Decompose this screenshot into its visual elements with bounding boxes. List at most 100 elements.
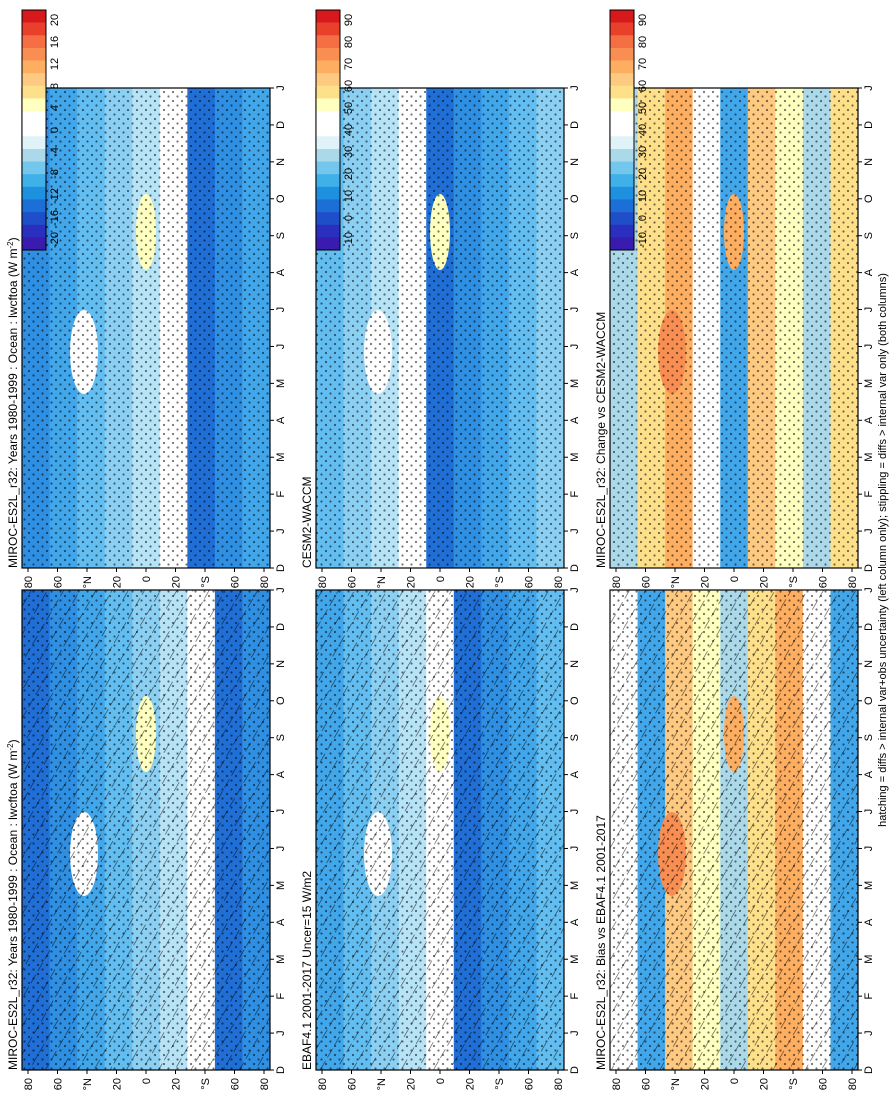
colorbar-swatch [22, 212, 46, 226]
colorbar-label: 80 [637, 36, 649, 48]
stippling [610, 88, 858, 568]
month-tick-label: S [569, 734, 581, 741]
colorbar-swatch [316, 85, 340, 99]
colorbar-swatch [22, 73, 46, 87]
month-tick-label: S [275, 232, 287, 239]
colorbar-label: 90 [343, 14, 355, 26]
colorbar-label: -4 [49, 147, 61, 157]
colorbar-diff-top: 20 16 12 8 4 0 -4 -8 -12 -16 -20 [21, 9, 61, 251]
month-tick-label: D [569, 121, 581, 129]
month-tick-label: M [275, 379, 287, 388]
colorbar-value-bottom: 90 80 70 60 50 40 30 20 10 0 -10 [609, 9, 649, 251]
month-tick-label: N [275, 158, 287, 166]
month-tick-label: M [569, 955, 581, 964]
colorbar-frame [609, 9, 635, 251]
lat-tick-label: °N [82, 1078, 94, 1090]
month-tick-label: S [863, 734, 875, 741]
lat-tick-label: 80 [553, 576, 565, 588]
colorbar-swatch [22, 35, 46, 49]
lat-tick-label: °N [670, 576, 682, 588]
lat-tick-label: °S [200, 1078, 212, 1090]
colorbar-swatch [316, 98, 340, 112]
colorbar-swatch [610, 212, 634, 226]
lat-tick-label: 60 [524, 576, 536, 588]
colorbar-swatch [316, 174, 340, 188]
month-tick-label: J [569, 809, 581, 815]
month-tick-label: O [275, 696, 287, 705]
lat-tick-label: °S [494, 576, 506, 588]
lat-tick-label: 60 [230, 576, 242, 588]
panel-middle-left: 80 60 °N 20 0 20 °S 60 80 D J F M A M J J A S O N D J EBAF4.1 2… [300, 587, 581, 1090]
colorbar-label: 70 [637, 58, 649, 70]
colorbar-value-middle: 90 80 70 60 50 40 30 20 10 0 -10 [315, 9, 355, 251]
month-tick-label: F [569, 491, 581, 498]
month-tick-label: J [863, 528, 875, 534]
panel-middle-right: 80 60 °N 20 0 20 °S 60 80 D J F M A M J J A S O N D J CESM2-WAC… [300, 85, 581, 588]
colorbar-label: 50 [343, 102, 355, 114]
lat-tick-label: 0 [435, 1078, 447, 1084]
panel-title: CESM2-WACCM [300, 476, 314, 568]
month-tick-label: N [569, 158, 581, 166]
lat-tick-label: 60 [524, 1078, 536, 1090]
lat-tick-label: 60 [53, 576, 65, 588]
month-tick-label: O [569, 696, 581, 705]
colorbar-swatch [610, 123, 634, 137]
month-tick-label: J [275, 1030, 287, 1036]
month-tick-label: S [569, 232, 581, 239]
lat-tick-label: 80 [259, 576, 271, 588]
lat-tick-label: 60 [53, 1078, 65, 1090]
panel-title: MIROC-ES2L_r32: Change vs CESM2-WACCM [594, 312, 608, 568]
month-tick-label: S [275, 734, 287, 741]
month-tick-label: J [863, 587, 875, 593]
colorbar-swatch [22, 174, 46, 188]
lat-tick-label: 20 [700, 1078, 712, 1090]
month-tick-label: A [569, 770, 581, 778]
month-tick-label: F [569, 993, 581, 1000]
lat-tick-label: 20 [759, 1078, 771, 1090]
colorbar-swatch [316, 10, 340, 23]
panel-title: MIROC-ES2L_r32: Years 1980-1999 : Ocean … [6, 237, 20, 568]
month-tick-label: J [863, 344, 875, 350]
lat-tick-label: 80 [611, 1078, 623, 1090]
month-tick-label: M [569, 379, 581, 388]
colorbar-label: 8 [49, 83, 61, 89]
month-tick-label: N [863, 660, 875, 668]
lat-tick-label: 80 [259, 1078, 271, 1090]
month-tick-label: D [275, 564, 287, 572]
colorbar-swatch [22, 60, 46, 74]
lat-tick-label: 20 [465, 576, 477, 588]
month-tick-label: D [569, 1066, 581, 1074]
lat-tick-label: °S [788, 576, 800, 588]
month-tick-label: J [569, 344, 581, 350]
colorbar-swatch [316, 224, 340, 238]
month-tick-label: J [863, 1030, 875, 1036]
month-tick-label: D [863, 121, 875, 129]
month-tick-label: A [569, 416, 581, 424]
colorbar-swatch [316, 123, 340, 137]
colorbar-swatch [316, 136, 340, 150]
month-tick-label: A [863, 416, 875, 424]
colorbar-swatch [22, 224, 46, 238]
lat-tick-label: 80 [553, 1078, 565, 1090]
month-tick-label: M [863, 955, 875, 964]
colorbar-swatch [22, 47, 46, 61]
lat-tick-label: °S [200, 576, 212, 588]
lat-tick-label: 20 [112, 1078, 124, 1090]
month-tick-label: D [275, 1066, 287, 1074]
month-tick-label: J [275, 587, 287, 593]
colorbar-label: 90 [637, 14, 649, 26]
colorbar-swatch [316, 47, 340, 61]
colorbar-swatch [316, 212, 340, 226]
colorbar-swatch [610, 22, 634, 36]
colorbar-label: -16 [49, 210, 61, 226]
month-tick-label: O [863, 194, 875, 203]
colorbar-label: 30 [637, 146, 649, 158]
month-tick-label: A [275, 770, 287, 778]
colorbar-swatch [22, 136, 46, 150]
colorbar-label: 0 [637, 215, 649, 221]
colorbar-swatch [316, 237, 340, 251]
lat-tick-label: 80 [847, 1078, 859, 1090]
colorbar-swatch [22, 111, 46, 124]
colorbar-swatch [610, 73, 634, 87]
